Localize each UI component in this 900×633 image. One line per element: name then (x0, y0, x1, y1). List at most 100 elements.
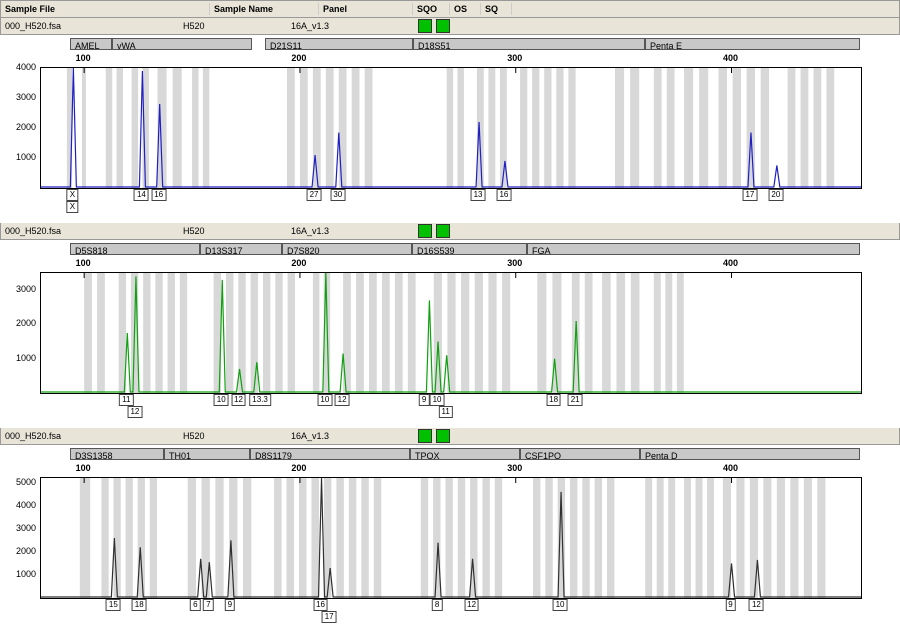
col-panel: Panel (319, 3, 413, 15)
allele-label: 16 (496, 189, 511, 201)
locus-label: CSF1PO (520, 448, 640, 460)
status-indicator (418, 19, 432, 33)
locus-label: FGA (527, 243, 860, 255)
locus-label: TH01 (164, 448, 250, 460)
allele-label: 16 (313, 599, 328, 611)
chart-svg (40, 272, 862, 394)
x-tick-label: 100 (76, 258, 91, 268)
sample-name: H520 (179, 225, 287, 237)
status-indicator (418, 224, 432, 238)
allele-label: 21 (568, 394, 583, 406)
allele-labels-row: 1518679161781210912 (40, 599, 860, 627)
allele-label: 12 (749, 599, 764, 611)
allele-label: 9 (419, 394, 429, 406)
y-tick-label: 3000 (0, 523, 36, 533)
allele-label: 20 (768, 189, 783, 201)
x-tick-label: 200 (291, 258, 306, 268)
loci-row: D5S818D13S317D7S820D16S539FGA (0, 240, 900, 258)
allele-label: X (67, 189, 78, 201)
locus-label: D21S11 (265, 38, 413, 50)
locus-label: D13S317 (200, 243, 282, 255)
x-tick-label: 300 (507, 258, 522, 268)
allele-label: 16 (151, 189, 166, 201)
y-tick-label: 5000 (0, 477, 36, 487)
electropherogram-chart: 1000200030001112101213.31012910111821 (0, 272, 900, 422)
allele-label: 9 (725, 599, 735, 611)
loci-row: AMELvWAD21S11D18S51Penta E (0, 35, 900, 53)
electropherogram-chart: 1000200030004000XX1416273013161720 (0, 67, 900, 217)
locus-label: D3S1358 (70, 448, 164, 460)
col-sq: SQ (481, 3, 512, 15)
allele-label: 11 (119, 394, 133, 406)
allele-label: X (67, 201, 78, 213)
allele-label: 12 (231, 394, 246, 406)
allele-label: 17 (322, 611, 337, 623)
y-tick-label: 1000 (0, 569, 36, 579)
locus-label: AMEL (70, 38, 112, 50)
sample-file: 000_H520.fsa (1, 225, 179, 237)
x-tick-label: 400 (723, 258, 738, 268)
y-tick-label: 1000 (0, 353, 36, 363)
y-tick-label: 3000 (0, 92, 36, 102)
y-tick-label: 3000 (0, 284, 36, 294)
allele-label: 13.3 (249, 394, 271, 406)
locus-label: TPOX (410, 448, 520, 460)
chart-svg (40, 67, 862, 189)
electropherogram-chart: 100020003000400050001518679161781210912 (0, 477, 900, 627)
locus-label: Penta E (645, 38, 860, 50)
allele-label: 7 (203, 599, 213, 611)
y-tick-label: 2000 (0, 318, 36, 328)
allele-label: 10 (317, 394, 332, 406)
x-tick-label: 100 (76, 53, 91, 63)
sample-file: 000_H520.fsa (1, 430, 179, 442)
panel-name: 16A_v1.3 (287, 225, 380, 237)
sample-info-row: 000_H520.fsaH52016A_v1.3 (0, 18, 900, 35)
allele-label: 10 (430, 394, 445, 406)
panel-name: 16A_v1.3 (287, 430, 380, 442)
sample-file: 000_H520.fsa (1, 20, 179, 32)
y-tick-label: 1000 (0, 152, 36, 162)
status-indicator (436, 429, 450, 443)
allele-label: 12 (464, 599, 479, 611)
x-tick-label: 100 (76, 463, 91, 473)
panel-name: 16A_v1.3 (287, 20, 380, 32)
allele-label: 14 (134, 189, 149, 201)
status-indicator (436, 224, 450, 238)
x-tick-label: 400 (723, 463, 738, 473)
allele-label: 11 (439, 406, 453, 418)
x-tick-label: 300 (507, 463, 522, 473)
col-os: OS (450, 3, 481, 15)
allele-label: 12 (127, 406, 142, 418)
sample-info-row: 000_H520.fsaH52016A_v1.3 (0, 223, 900, 240)
allele-label: 13 (471, 189, 486, 201)
allele-label: 12 (335, 394, 350, 406)
allele-label: 27 (307, 189, 322, 201)
x-tick-label: 200 (291, 463, 306, 473)
locus-label: D18S51 (413, 38, 645, 50)
allele-label: 10 (214, 394, 229, 406)
locus-label: D5S818 (70, 243, 200, 255)
allele-label: 18 (132, 599, 147, 611)
locus-label: D8S1179 (250, 448, 410, 460)
allele-label: 8 (432, 599, 442, 611)
sample-name: H520 (179, 430, 287, 442)
allele-label: 6 (190, 599, 200, 611)
allele-labels-row: XX1416273013161720 (40, 189, 860, 217)
x-tick-label: 300 (507, 53, 522, 63)
loci-row: D3S1358TH01D8S1179TPOXCSF1POPenta D (0, 445, 900, 463)
sample-name: H520 (179, 20, 287, 32)
allele-labels-row: 1112101213.31012910111821 (40, 394, 860, 422)
sample-info-row: 000_H520.fsaH52016A_v1.3 (0, 428, 900, 445)
status-indicator (418, 429, 432, 443)
x-tick-label: 200 (291, 53, 306, 63)
y-tick-label: 4000 (0, 500, 36, 510)
allele-label: 18 (546, 394, 561, 406)
allele-label: 10 (553, 599, 568, 611)
allele-label: 15 (106, 599, 121, 611)
col-sqo: SQO (413, 3, 450, 15)
col-sample-file: Sample File (1, 3, 210, 15)
x-tick-label: 400 (723, 53, 738, 63)
y-tick-label: 4000 (0, 62, 36, 72)
allele-label: 30 (330, 189, 345, 201)
locus-label: D16S539 (412, 243, 527, 255)
